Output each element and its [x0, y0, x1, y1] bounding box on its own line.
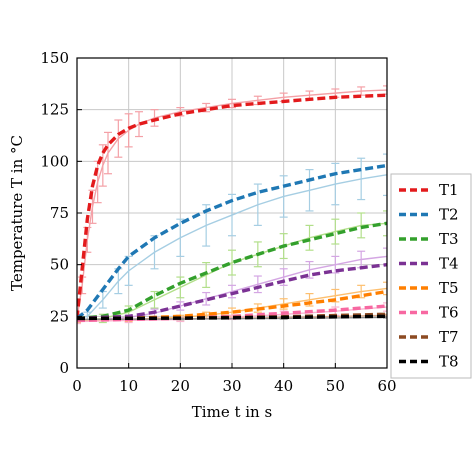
series-t4-error-bar	[202, 291, 211, 306]
series-t2-model-line	[77, 163, 387, 320]
legend-entry-t2: T2	[399, 206, 459, 224]
series-t6-error-bar	[383, 302, 387, 312]
series-group	[77, 85, 387, 325]
series-t3-error-bar	[176, 276, 185, 299]
series-t2-error-bar	[124, 255, 133, 286]
series-t1-error-bar	[104, 131, 112, 175]
series-t3-error-bar	[150, 290, 159, 309]
series-t1-error-bar	[114, 119, 123, 158]
series-t2-error-bar	[357, 157, 366, 201]
series-t4-model-line	[77, 262, 387, 321]
y-tick-label: 150	[40, 49, 69, 67]
series-t8-model-line	[77, 314, 387, 321]
axis-ticks: 0 10 20 30 40 50 60 0 25 50 75 100 125 150	[40, 49, 396, 395]
series-t1-error-bar	[135, 111, 143, 138]
series-t2-error-bar	[98, 290, 107, 309]
series-t3-error-bar	[383, 210, 387, 237]
y-tick-label: 75	[50, 204, 69, 222]
x-tick-label: 30	[222, 377, 241, 395]
x-axis-label: Time t in s	[192, 403, 272, 421]
series-t4-error-bar	[176, 301, 185, 311]
legend-entry-t6: T6	[399, 304, 459, 322]
x-tick-label: 60	[377, 377, 396, 395]
series-t2-error-bar	[176, 218, 185, 257]
series-t3-error-bar	[357, 212, 366, 239]
legend-label: T6	[439, 304, 459, 322]
y-tick-label: 25	[50, 307, 69, 325]
series-t2-error-bar	[253, 183, 262, 226]
series-t2-error-bar	[150, 235, 159, 270]
y-axis-label: Temperature T in °C	[8, 135, 26, 291]
series-t1-error-bar	[150, 109, 159, 127]
legend-entry-t3: T3	[399, 230, 459, 248]
legend-label: T5	[439, 279, 459, 297]
series-t5-error-bar	[383, 281, 387, 296]
legend-label: T1	[439, 181, 459, 199]
series-t4-error-bar	[331, 255, 340, 274]
series-t3-error-bar	[331, 218, 340, 245]
legend-box	[390, 173, 472, 379]
x-tick-label: 10	[119, 377, 138, 395]
x-tick-label: 20	[171, 377, 190, 395]
legend-entry-t4: T4	[399, 255, 459, 273]
series-t2-error-bar	[305, 169, 314, 212]
series-t2-error-bar	[331, 162, 340, 206]
series-t4-error-bar	[305, 260, 314, 279]
x-tick-label: 0	[72, 377, 82, 395]
series-t1-model-line	[77, 93, 387, 319]
series-t3-error-bar	[228, 249, 236, 276]
x-tick-label: 40	[274, 377, 293, 395]
series-t1-error-bar	[124, 113, 133, 148]
x-tick-label: 50	[326, 377, 345, 395]
y-tick-label: 100	[40, 152, 69, 170]
y-tick-label: 50	[50, 256, 69, 274]
legend: T1 T2 T3 T4 T5 T6 T7 T8	[390, 173, 472, 379]
legend-entry-t8: T8	[399, 353, 459, 371]
legend-entry-t5: T5	[399, 279, 459, 297]
series-t3-error-bar	[305, 224, 314, 251]
legend-label: T4	[439, 255, 459, 273]
series-t4-error-bar	[228, 284, 236, 299]
plot-area	[77, 85, 387, 325]
series-t2-error-bar	[383, 153, 387, 197]
legend-label: T2	[439, 206, 459, 224]
series-t4-error-bar	[253, 275, 262, 294]
legend-label: T7	[439, 328, 459, 346]
legend-entry-t7: T7	[399, 328, 459, 346]
y-tick-label: 125	[40, 101, 69, 119]
series-t3-error-bar	[202, 262, 211, 288]
legend-label: T3	[439, 230, 459, 248]
legend-label: T8	[439, 353, 459, 371]
y-tick-label: 0	[59, 359, 69, 377]
series-t2-error-bar	[279, 175, 288, 218]
series-t3-model-line	[77, 221, 387, 321]
legend-entry-t1: T1	[399, 181, 459, 199]
